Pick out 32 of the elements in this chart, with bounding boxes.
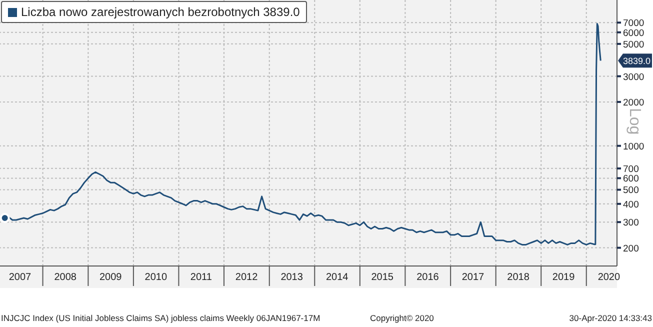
x-tick-label: 2007	[8, 272, 32, 283]
y-tick-label: 500	[623, 185, 639, 196]
x-tick-label: 2017	[462, 272, 485, 283]
y-tick-label: 300	[623, 218, 639, 229]
y-tick-label: 700	[623, 164, 639, 175]
x-tick-label: 2018	[507, 272, 530, 283]
annotation: 3839.0	[623, 56, 651, 66]
y-tick-label: 200	[623, 243, 639, 254]
text: Copyright© 2020	[370, 313, 434, 323]
y-tick-label: 3000	[623, 72, 644, 83]
x-tick-label: 2008	[54, 272, 77, 283]
y-tick-label: 400	[623, 199, 639, 210]
y-tick-label: 5000	[623, 39, 644, 50]
y-tick-label: 600	[623, 174, 639, 185]
legend-label: Liczba nowo zarejestrowanych bezrobotnych 3839.0	[21, 5, 300, 19]
x-tick-label: 2015	[371, 272, 394, 283]
x-tick-label: 2016	[416, 272, 440, 283]
text: Log	[626, 108, 643, 135]
x-tick-label: 2019	[552, 272, 576, 283]
y-tick-label: 1000	[623, 141, 644, 152]
y-tick-label: 2000	[623, 97, 644, 108]
x-tick-label: 2009	[100, 272, 122, 283]
y-tick-label: 7000	[623, 18, 644, 30]
text: INJCJC Index (US Initial Jobless Claims SA) jobless claims Weekly 06JAN1967-17M	[1, 313, 320, 323]
x-tick-label: 2013	[280, 272, 304, 283]
x-tick-label: 2014	[326, 272, 349, 283]
x-tick-label: 2011	[190, 272, 212, 283]
x-tick-label: 2012	[235, 272, 258, 283]
y-tick-label: 6000	[623, 28, 644, 39]
text: 30-Apr-2020 14:33:43	[569, 313, 652, 323]
x-tick-label: 2020	[598, 272, 620, 283]
x-tick-label: 2010	[144, 272, 168, 283]
